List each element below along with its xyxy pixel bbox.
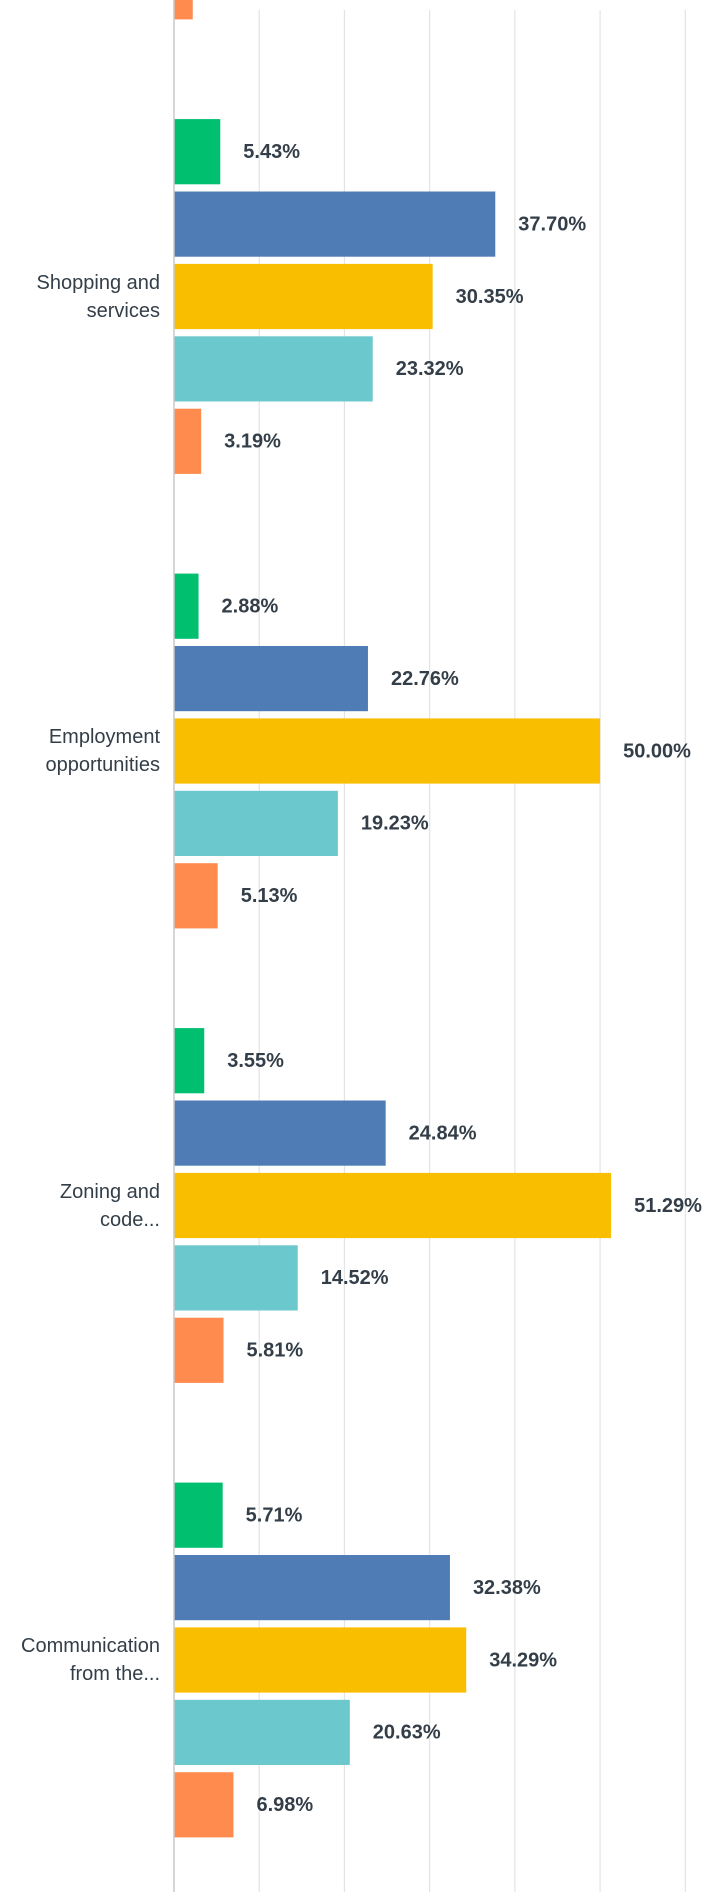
- value-label: 22.76%: [391, 668, 459, 690]
- value-label: 50.00%: [623, 740, 691, 762]
- value-label: 5.81%: [247, 1340, 304, 1362]
- value-label: 2.88%: [222, 595, 279, 617]
- value-label: 34.29%: [489, 1649, 557, 1671]
- bar: [174, 1245, 298, 1311]
- value-label: 14.52%: [321, 1267, 389, 1289]
- bar: [174, 263, 433, 330]
- value-label: 5.43%: [243, 141, 300, 163]
- bar: [174, 408, 202, 474]
- value-label: 5.71%: [246, 1504, 303, 1526]
- bar: [174, 0, 193, 20]
- bar: [174, 119, 221, 185]
- value-label: 20.63%: [373, 1722, 441, 1744]
- bar: [174, 1028, 205, 1094]
- value-label: 19.23%: [361, 813, 429, 835]
- bar: [174, 573, 199, 639]
- bar: [174, 1627, 467, 1693]
- bar: [174, 646, 368, 712]
- bar: [174, 1482, 223, 1548]
- value-label: 37.70%: [518, 213, 586, 235]
- bar: [174, 863, 218, 929]
- bar: [174, 1555, 450, 1621]
- bar: [174, 1100, 386, 1166]
- bar: [174, 790, 338, 856]
- value-label: 32.38%: [473, 1577, 541, 1599]
- category-label: Shopping and services: [36, 271, 160, 322]
- value-label: 6.98%: [256, 1794, 313, 1816]
- value-label: 5.13%: [241, 885, 298, 907]
- bar: [174, 1172, 612, 1239]
- bar: [174, 191, 496, 257]
- bar: [174, 1772, 234, 1838]
- bar: [174, 1317, 224, 1383]
- value-label: 3.55%: [227, 1050, 284, 1072]
- bar: [174, 718, 601, 784]
- value-label: 51.29%: [634, 1195, 702, 1217]
- category-label: Communication from the...: [21, 1635, 160, 1685]
- value-label: 3.19%: [224, 431, 281, 453]
- value-label: 23.32%: [396, 358, 464, 380]
- bar: [174, 336, 373, 402]
- value-label: 30.35%: [456, 286, 524, 308]
- category-label: Employment opportunities: [45, 726, 160, 776]
- category-label: Zoning and code...: [59, 1180, 160, 1231]
- bar: [174, 1699, 350, 1765]
- value-label: 24.84%: [409, 1122, 477, 1144]
